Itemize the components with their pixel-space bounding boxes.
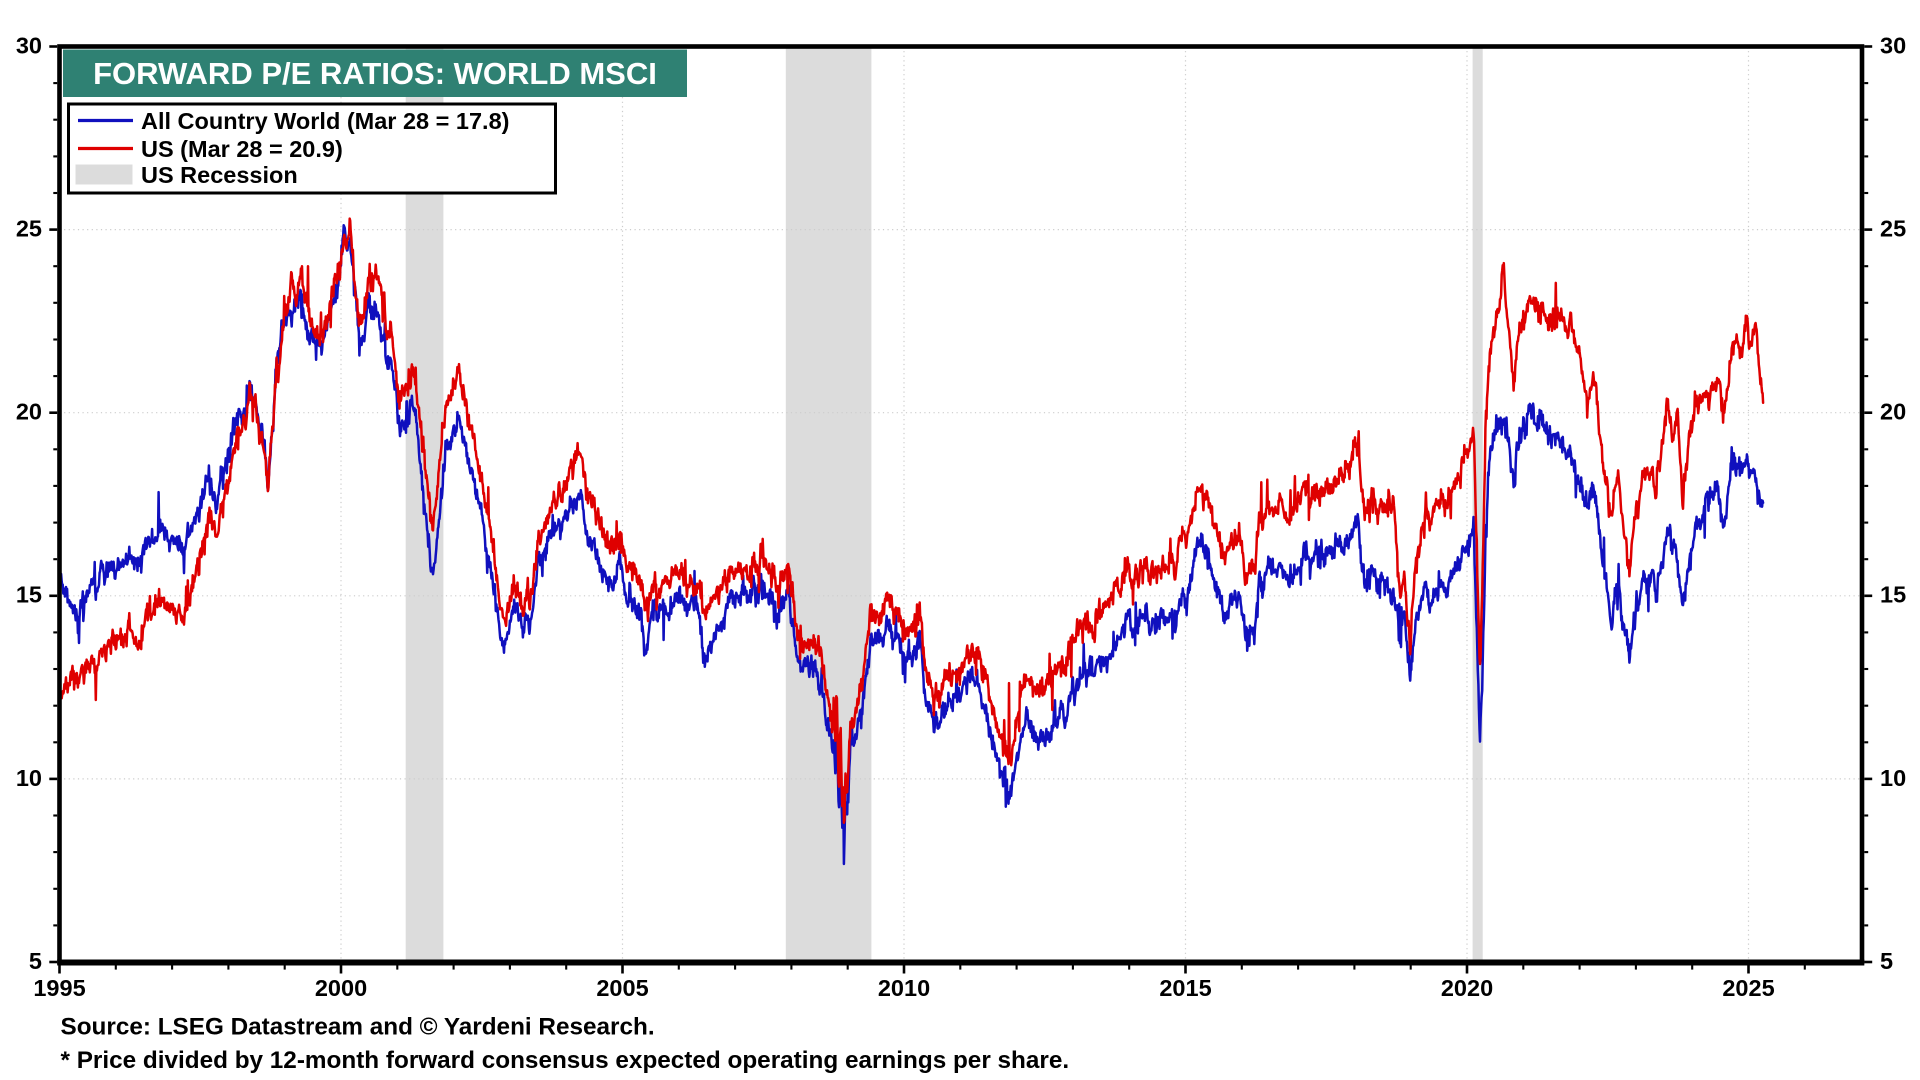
svg-text:2000: 2000 bbox=[315, 975, 367, 1001]
svg-text:All Country World (Mar 28 = 17: All Country World (Mar 28 = 17.8) bbox=[141, 108, 509, 134]
svg-text:30: 30 bbox=[1880, 32, 1906, 58]
svg-text:Source: LSEG Datastream and ©: Source: LSEG Datastream and © Yardeni Re… bbox=[61, 1014, 655, 1041]
svg-text:2015: 2015 bbox=[1159, 975, 1211, 1001]
svg-text:10: 10 bbox=[16, 765, 42, 791]
svg-text:1995: 1995 bbox=[33, 975, 85, 1001]
svg-text:20: 20 bbox=[16, 399, 42, 425]
svg-text:10: 10 bbox=[1880, 765, 1906, 791]
svg-text:15: 15 bbox=[1880, 582, 1906, 608]
svg-text:15: 15 bbox=[16, 582, 42, 608]
svg-text:US Recession: US Recession bbox=[141, 162, 298, 188]
svg-text:25: 25 bbox=[16, 216, 42, 242]
svg-text:5: 5 bbox=[29, 948, 42, 974]
svg-text:20: 20 bbox=[1880, 399, 1906, 425]
svg-text:5: 5 bbox=[1880, 948, 1893, 974]
svg-text:2020: 2020 bbox=[1441, 975, 1493, 1001]
svg-text:FORWARD P/E RATIOS: WORLD MSCI: FORWARD P/E RATIOS: WORLD MSCI bbox=[93, 56, 657, 91]
svg-text:2010: 2010 bbox=[878, 975, 930, 1001]
svg-text:25: 25 bbox=[1880, 216, 1906, 242]
svg-text:2005: 2005 bbox=[596, 975, 648, 1001]
svg-text:* Price divided by 12-month fo: * Price divided by 12-month forward cons… bbox=[61, 1047, 1070, 1074]
svg-text:2025: 2025 bbox=[1722, 975, 1774, 1001]
svg-text:30: 30 bbox=[16, 32, 42, 58]
svg-text:US (Mar 28 = 20.9): US (Mar 28 = 20.9) bbox=[141, 136, 343, 162]
